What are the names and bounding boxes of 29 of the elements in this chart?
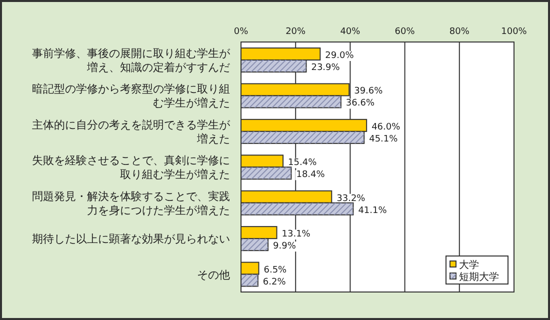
data-label: 39.6% xyxy=(354,86,384,97)
legend-label: 短期大学 xyxy=(459,271,499,283)
x-tick-label: 60% xyxy=(394,27,416,37)
data-label: 36.6% xyxy=(346,98,375,109)
x-tick-label: 40% xyxy=(340,27,361,37)
data-label: 23.9% xyxy=(311,63,340,73)
data-label: 15.4% xyxy=(288,158,318,168)
y-tick-label: 主体的に自分の考えを説明できる学生が増えた xyxy=(32,118,231,146)
y-tick-label: 問題発見・解決を体験することで、実践力を身につけた学生が増えた xyxy=(32,190,230,217)
x-tick-label: 0% xyxy=(234,27,249,37)
data-label: 6.2% xyxy=(262,277,286,288)
data-label: 9.9% xyxy=(273,242,296,252)
data-label: 45.1% xyxy=(369,134,398,144)
data-label: 13.1% xyxy=(282,230,311,240)
x-tick-label: 100% xyxy=(501,27,528,37)
data-label: 29.0% xyxy=(325,51,354,61)
y-tick-label: 期待した以上に顕著な効果が見られない xyxy=(32,232,230,246)
legend-label: 大学 xyxy=(459,259,479,271)
y-tick-label: 失敗を経験させることで、真剣に学修に取り組む学生が増えた xyxy=(32,154,230,182)
data-label: 46.0% xyxy=(372,122,401,132)
y-tick-label: 事前学修、事後の展開に取り組む学生が増え、知識の定着がすすんだ xyxy=(32,47,231,74)
x-tick-label: 20% xyxy=(286,27,306,37)
y-tick-label: その他 xyxy=(197,268,230,282)
data-label: 41.1% xyxy=(358,206,388,216)
data-label: 33.2% xyxy=(336,194,366,204)
x-tick-label: 80% xyxy=(449,27,470,37)
data-label: 6.5% xyxy=(264,265,288,276)
data-label: 18.4% xyxy=(296,170,326,180)
y-tick-label: 暗記型の学修から考察型の学修に取り組む学生が増えた xyxy=(32,82,230,110)
